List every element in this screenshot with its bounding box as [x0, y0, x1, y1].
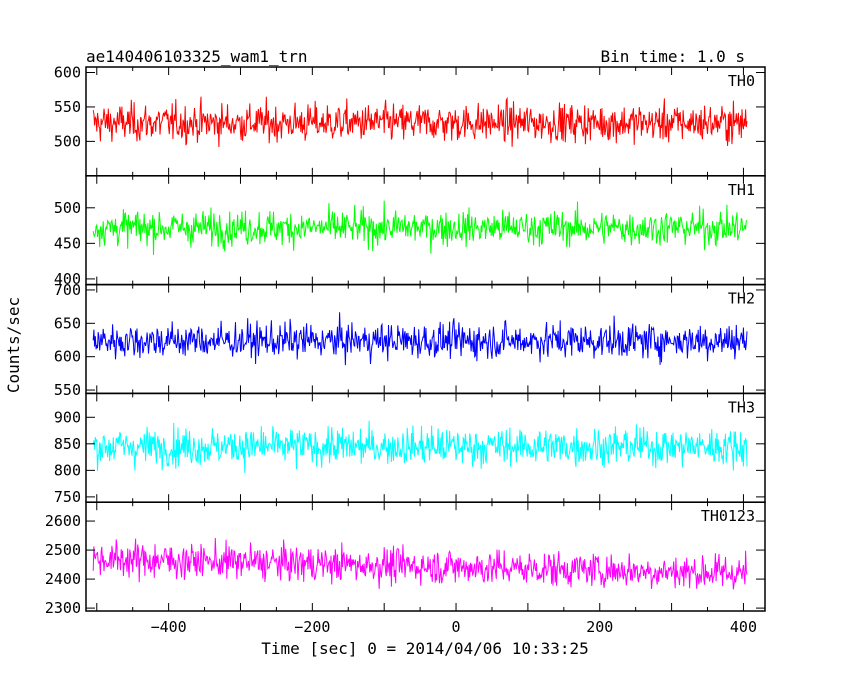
y-tick-label: 500	[54, 132, 81, 150]
series-line-th0	[92, 96, 748, 148]
y-tick-label: 600	[54, 348, 81, 366]
x-tick-label: 400	[730, 618, 757, 636]
y-tick-label: 2400	[45, 570, 81, 588]
series-label-th3: TH3	[728, 398, 755, 416]
y-tick-label: 2500	[45, 541, 81, 559]
y-tick-label: 500	[54, 199, 81, 217]
y-tick-label: 550	[54, 98, 81, 116]
x-tick-label: 0	[452, 618, 461, 636]
panel-th0: 600 550 500 TH0	[54, 64, 766, 177]
panel-th1: 500 450 400 TH1	[54, 175, 766, 288]
series-label-th1: TH1	[728, 181, 755, 199]
y-tick-label: 850	[54, 435, 81, 453]
panel-th3: 900 850 800 750 TH3	[54, 392, 766, 506]
y-tick-label: 750	[54, 488, 81, 506]
series-line-th0123	[92, 537, 748, 590]
series-label-th0123: TH0123	[701, 507, 755, 525]
y-tick-label: 650	[54, 314, 81, 332]
y-tick-label: 400	[54, 270, 81, 288]
x-tick-label: 200	[586, 618, 613, 636]
panel-frame	[85, 501, 766, 612]
y-tick-label: 700	[54, 281, 81, 299]
panels-group: 600 550 500 TH0 500 450 400 TH1 700 650 600 550 TH2 9…	[45, 64, 766, 617]
x-tick-label: −400	[151, 618, 187, 636]
y-tick-label: 2600	[45, 512, 81, 530]
panel-th2: 700 650 600 550 TH2	[54, 281, 766, 399]
chart-title: ae140406103325_wam1_trn	[86, 47, 308, 66]
series-label-th2: TH2	[728, 290, 755, 308]
bin-time-label: Bin time: 1.0 s	[601, 47, 746, 66]
panel-th0123: 2600 2500 2400 2300 TH0123	[45, 501, 766, 617]
y-tick-label: 600	[54, 64, 81, 82]
series-line-th3	[92, 420, 748, 474]
x-axis-label: Time [sec] 0 = 2014/04/06 10:33:25	[261, 639, 589, 658]
series-label-th0: TH0	[728, 72, 755, 90]
y-axis-label: Counts/sec	[4, 297, 23, 393]
series-line-th1	[92, 200, 748, 256]
series-line-th2	[92, 312, 748, 366]
y-tick-label: 450	[54, 234, 81, 252]
y-tick-label: 900	[54, 408, 81, 426]
x-tick-label: −200	[294, 618, 330, 636]
y-tick-label: 2300	[45, 599, 81, 617]
x-axis: −400 −200 0 200 400	[151, 618, 757, 636]
y-tick-label: 550	[54, 381, 81, 399]
y-tick-label: 800	[54, 461, 81, 479]
